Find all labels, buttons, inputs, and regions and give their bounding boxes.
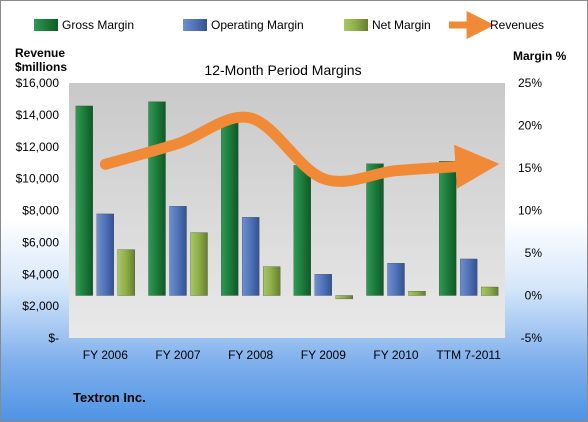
legend-swatch-net-margin: [344, 19, 368, 31]
right-axis-ticks: -5% 0% 5% 10% 15% 20% 25%: [518, 76, 542, 345]
bar-net-margin: [117, 249, 135, 296]
right-axis-title: Margin %: [513, 49, 567, 63]
bar-operating-margin: [96, 213, 114, 296]
bar-gross-margin: [221, 121, 239, 296]
category-label: FY 2008: [228, 348, 273, 362]
category-label: FY 2006: [83, 348, 128, 362]
legend-label-revenues: Revenues: [490, 18, 544, 32]
left-axis-title-line1: Revenue: [15, 46, 65, 60]
bar-operating-margin: [460, 258, 478, 296]
category-label: TTM 7-2011: [436, 348, 501, 362]
legend-swatch-gross-margin: [34, 19, 58, 31]
bar-operating-margin: [314, 274, 332, 296]
left-tick-label: $8,000: [22, 204, 59, 218]
bar-gross-margin: [75, 105, 93, 296]
plot-area: [69, 83, 505, 338]
left-tick-label: $6,000: [22, 235, 59, 249]
bar-net-margin: [263, 266, 281, 296]
bar-gross-margin: [148, 101, 166, 296]
bar-gross-margin: [366, 163, 384, 296]
right-tick-label: 10%: [518, 204, 542, 218]
left-tick-label: $16,000: [16, 76, 60, 90]
left-axis-title-line2: $millions: [15, 60, 67, 74]
bar-operating-margin: [169, 206, 187, 296]
bar-operating-margin: [242, 217, 260, 296]
category-label: FY 2007: [155, 348, 200, 362]
bar-net-margin: [335, 295, 353, 300]
bar-net-margin: [190, 232, 208, 296]
right-tick-label: 15%: [518, 161, 542, 175]
bar-net-margin: [481, 286, 499, 296]
left-tick-label: $4,000: [22, 267, 59, 281]
left-tick-label: $2,000: [22, 299, 59, 313]
left-tick-label: $12,000: [16, 140, 60, 154]
revenue-line-path: [99, 111, 500, 189]
right-tick-label: -5%: [521, 331, 543, 345]
right-tick-label: 0%: [525, 289, 543, 303]
revenue-line: [99, 111, 500, 189]
left-tick-label: $-: [48, 331, 59, 345]
left-axis-ticks: $- $2,000 $4,000 $6,000 $8,000 $10,000 $12,000…: [16, 76, 60, 345]
bar-gross-margin: [439, 161, 457, 296]
bar-net-margin: [408, 291, 426, 296]
category-label: FY 2010: [373, 348, 418, 362]
category-labels: FY 2006 FY 2007 FY 2008 FY 2009 FY 2010 TTM 7…: [83, 348, 501, 362]
company-name: Textron Inc.: [73, 390, 146, 405]
right-tick-label: 5%: [525, 246, 543, 260]
legend: Gross Margin Operating Margin Net Margin…: [34, 11, 544, 39]
category-label: FY 2009: [301, 348, 346, 362]
left-tick-label: $14,000: [16, 108, 60, 122]
legend-label-net-margin: Net Margin: [372, 18, 431, 32]
left-tick-label: $10,000: [16, 172, 60, 186]
legend-label-operating-margin: Operating Margin: [211, 18, 304, 32]
legend-swatch-operating-margin: [183, 19, 207, 31]
right-tick-label: 25%: [518, 76, 542, 90]
chart-title: 12-Month Period Margins: [204, 62, 361, 78]
right-tick-label: 20%: [518, 119, 542, 133]
bar-gross-margin: [293, 165, 311, 296]
bar-operating-margin: [387, 263, 405, 296]
legend-label-gross-margin: Gross Margin: [62, 18, 134, 32]
